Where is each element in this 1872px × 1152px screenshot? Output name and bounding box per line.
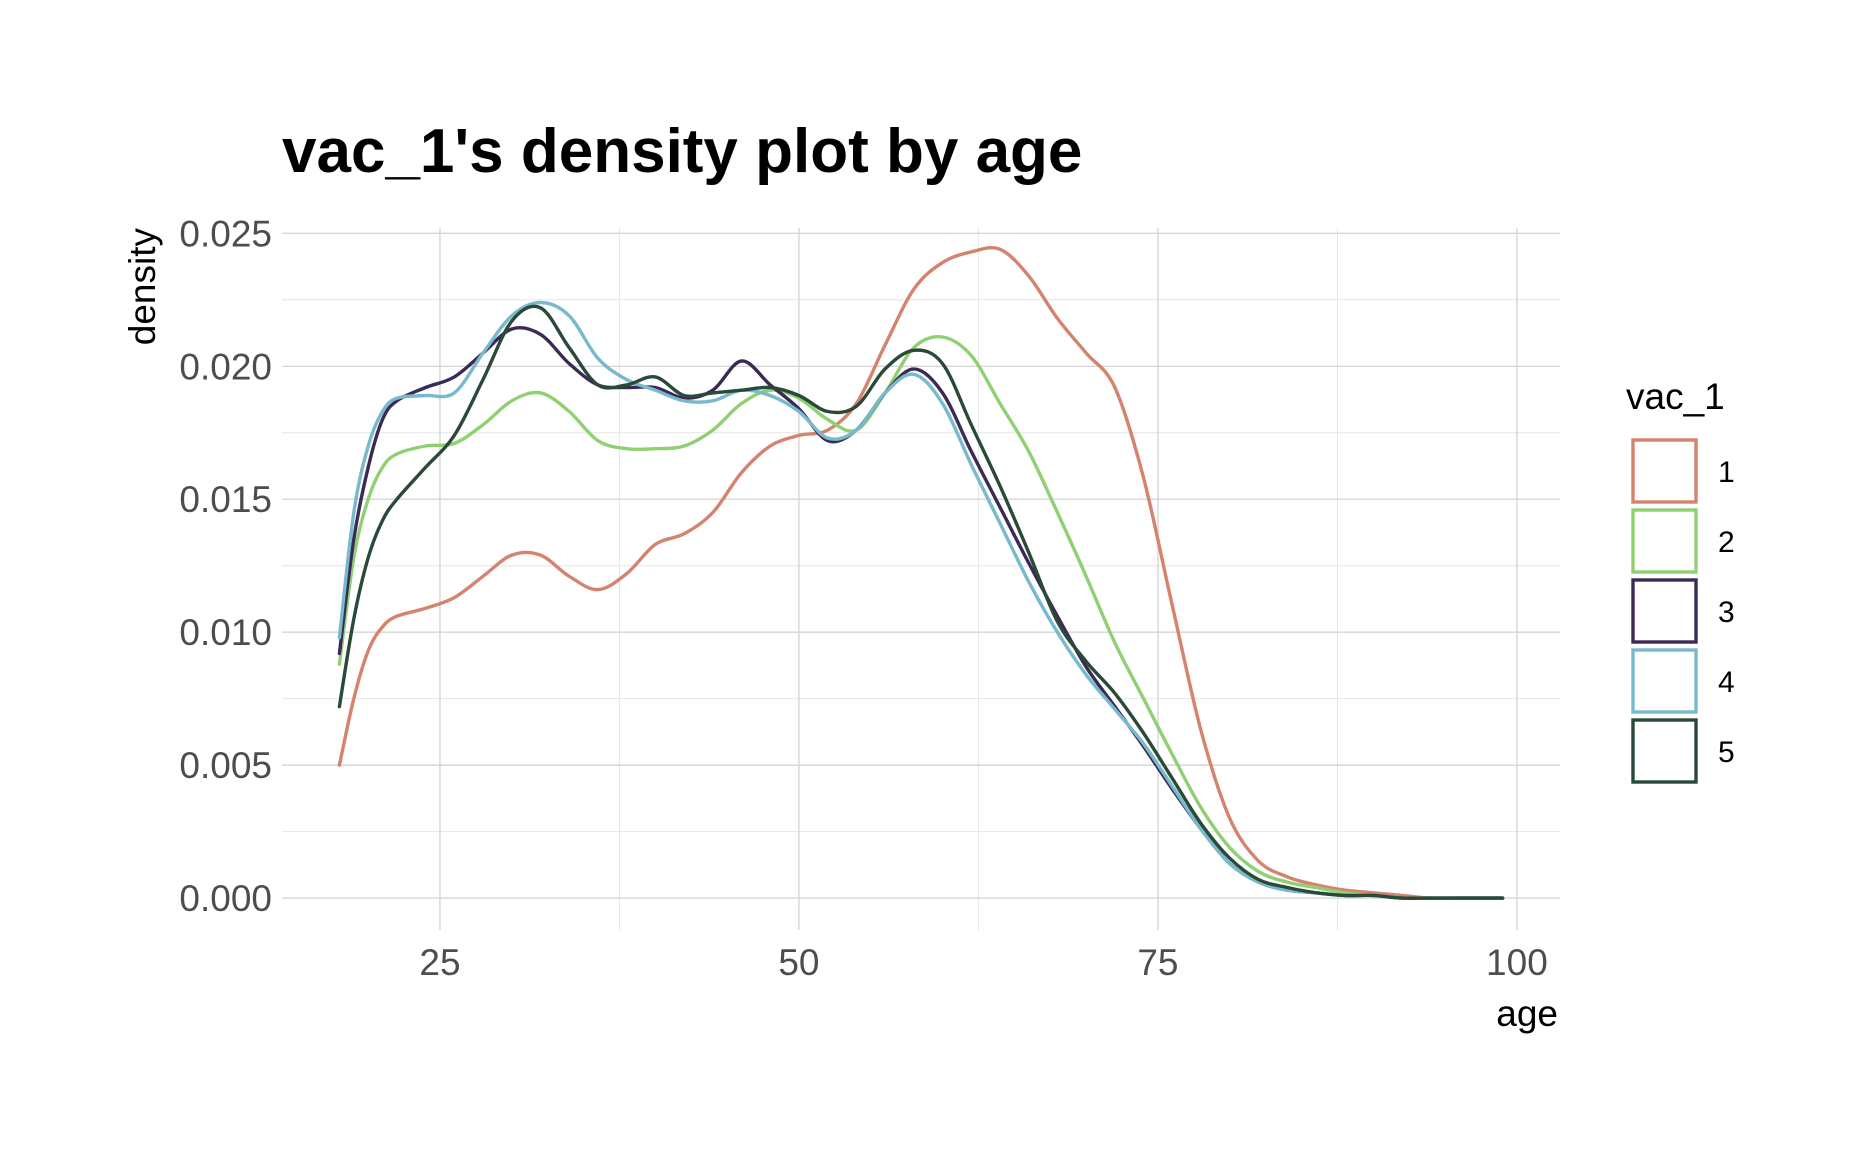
- y-axis-title: density: [122, 228, 163, 346]
- legend-title: vac_1: [1626, 376, 1725, 417]
- y-tick-label: 0.010: [179, 612, 272, 653]
- legend: vac_1 1 2 3 4 5: [1626, 376, 1735, 784]
- legend-label-2: 2: [1718, 526, 1735, 559]
- series-layer: [337, 246, 1505, 900]
- legend-label-1: 1: [1718, 456, 1735, 489]
- legend-label-3: 3: [1718, 596, 1735, 629]
- x-tick-label: 100: [1486, 942, 1548, 983]
- x-axis-ticks: 25 50 75 100: [419, 942, 1547, 983]
- x-axis-title: age: [1496, 993, 1558, 1034]
- chart-title: vac_1's density plot by age: [282, 117, 1082, 186]
- series-line-1: [337, 246, 1505, 900]
- y-tick-label: 0.020: [179, 346, 272, 387]
- legend-label-5: 5: [1718, 736, 1735, 769]
- y-tick-label: 0.015: [179, 479, 272, 520]
- legend-key-4: [1631, 648, 1698, 714]
- x-tick-label: 50: [778, 942, 819, 983]
- series-line-5: [337, 304, 1505, 900]
- y-tick-label: 0.025: [179, 213, 272, 254]
- x-tick-label: 25: [419, 942, 460, 983]
- series-line-2: [337, 335, 1505, 900]
- y-tick-label: 0.000: [179, 878, 272, 919]
- y-axis-ticks: 0.000 0.005 0.010 0.015 0.020 0.025: [179, 213, 272, 919]
- legend-key-3: [1631, 578, 1698, 644]
- legend-key-2: [1631, 508, 1698, 574]
- legend-key-5: [1631, 718, 1698, 784]
- x-tick-label: 75: [1137, 942, 1178, 983]
- legend-key-1: [1631, 438, 1698, 504]
- legend-label-4: 4: [1718, 666, 1735, 699]
- y-tick-label: 0.005: [179, 745, 272, 786]
